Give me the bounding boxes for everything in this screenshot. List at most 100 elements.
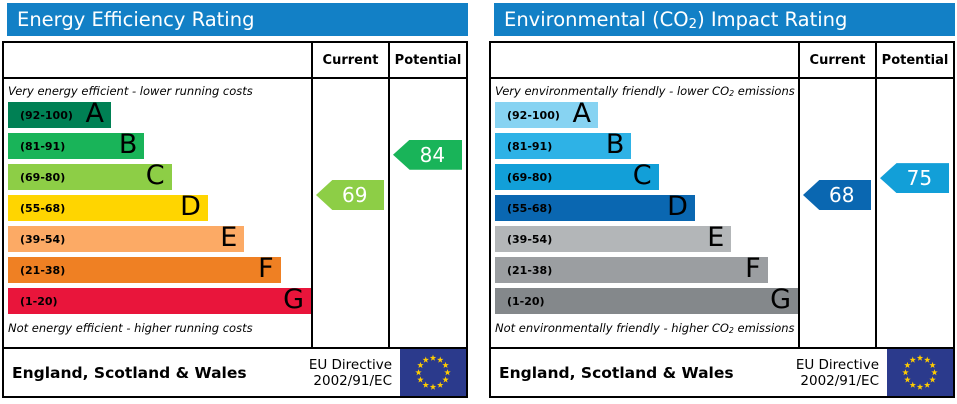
caption-top: Very environmentally friendly - lower CO…	[495, 84, 795, 99]
band-letter: G	[770, 284, 791, 315]
band-row: (21-38) F	[8, 253, 311, 284]
panel-footer: England, Scotland & Wales EU Directive 2…	[4, 347, 466, 396]
potential-column-header: Potential	[875, 43, 953, 77]
band-bar: (69-80) C	[8, 160, 172, 191]
eu-flag-stars	[415, 354, 451, 390]
caption-bottom: Not energy efficient - higher running co…	[8, 321, 253, 335]
potential-rating-arrow: 75	[880, 163, 949, 194]
current-rating-value: 69	[342, 183, 368, 207]
band-letter: F	[745, 253, 761, 284]
band-bar: (81-91) B	[8, 129, 145, 160]
band-letter: E	[707, 222, 725, 253]
band-row: (81-91) B	[495, 129, 798, 160]
eu-flag-stars	[902, 354, 938, 390]
band-range-label: (81-91)	[507, 139, 553, 153]
band-row: (21-38) F	[495, 253, 798, 284]
band-range-label: (55-68)	[20, 201, 66, 215]
region-label: England, Scotland & Wales	[499, 363, 734, 382]
band-row: (92-100) A	[495, 98, 798, 129]
potential-rating-cell: 75	[875, 79, 953, 347]
potential-column-header: Potential	[388, 43, 466, 77]
current-rating-arrow: 68	[803, 180, 871, 210]
environmental-impact-panel: Environmental (CO2) Impact Rating Curren…	[489, 3, 955, 398]
region-label: England, Scotland & Wales	[12, 363, 247, 382]
environmental-panel-title: Environmental (CO2) Impact Rating	[494, 3, 955, 36]
band-range-label: (69-80)	[507, 170, 553, 184]
panel-title-text: Environmental (CO2) Impact Rating	[504, 8, 848, 33]
current-column-header: Current	[798, 43, 875, 77]
column-header-row: Current Potential	[4, 43, 466, 79]
band-range-label: (1-20)	[20, 294, 58, 308]
environmental-rating-table: Current Potential Very environmentally f…	[489, 41, 955, 398]
band-range-label: (21-38)	[507, 263, 553, 277]
band-range-label: (55-68)	[507, 201, 553, 215]
column-header-row: Current Potential	[491, 43, 953, 79]
band-range-label: (39-54)	[507, 232, 553, 246]
band-bar: (21-38) F	[495, 253, 768, 284]
band-scale: Very energy efficient - lower running co…	[4, 79, 311, 347]
potential-rating-value: 75	[906, 166, 933, 191]
panel-footer: England, Scotland & Wales EU Directive 2…	[491, 347, 953, 396]
band-row: (55-68) D	[495, 191, 798, 222]
energy-panel-title: Energy Efficiency Rating	[7, 3, 468, 36]
current-rating-cell: 68	[798, 79, 875, 347]
band-row: (81-91) B	[8, 129, 311, 160]
band-letter: B	[118, 129, 138, 160]
band-row: (69-80) C	[8, 160, 311, 191]
band-bar: (69-80) C	[495, 160, 659, 191]
band-row: (39-54) E	[495, 222, 798, 253]
panel-title-text: Energy Efficiency Rating	[17, 8, 255, 31]
band-range-label: (21-38)	[20, 263, 66, 277]
band-letter: E	[220, 222, 238, 253]
potential-rating-cell: 84	[388, 79, 466, 347]
band-letter: B	[605, 129, 625, 160]
band-range-label: (69-80)	[20, 170, 66, 184]
band-list: (92-100) A (81-91) B (69-80)	[8, 98, 311, 315]
rating-scale-body: Very energy efficient - lower running co…	[4, 79, 466, 347]
potential-rating-value: 84	[419, 142, 446, 167]
scale-column-header	[4, 43, 311, 77]
band-letter: F	[258, 253, 274, 284]
current-column-header: Current	[311, 43, 388, 77]
band-bar: (55-68) D	[8, 191, 208, 222]
band-bar: (92-100) A	[8, 98, 112, 129]
band-bar: (1-20) G	[495, 284, 798, 315]
band-scale: Very environmentally friendly - lower CO…	[491, 79, 798, 347]
band-row: (39-54) E	[8, 222, 311, 253]
caption-top: Very energy efficient - lower running co…	[8, 84, 253, 98]
energy-rating-table: Current Potential Very energy efficient …	[2, 41, 468, 398]
band-letter: A	[572, 98, 592, 129]
potential-rating-arrow: 84	[393, 139, 462, 170]
scale-column-header	[491, 43, 798, 77]
band-range-label: (92-100)	[507, 108, 560, 122]
eu-flag	[400, 349, 466, 396]
energy-efficiency-panel: Energy Efficiency Rating Current Potenti…	[2, 3, 468, 398]
band-list: (92-100) A (81-91) B (69-80)	[495, 98, 798, 315]
band-letter: G	[283, 284, 304, 315]
band-range-label: (81-91)	[20, 139, 66, 153]
band-range-label: (39-54)	[20, 232, 66, 246]
band-range-label: (92-100)	[20, 108, 73, 122]
band-row: (1-20) G	[8, 284, 311, 315]
band-row: (55-68) D	[8, 191, 311, 222]
current-rating-cell: 69	[311, 79, 388, 347]
band-row: (92-100) A	[8, 98, 311, 129]
eu-directive-label: EU Directive 2002/91/EC	[795, 356, 879, 389]
band-row: (69-80) C	[495, 160, 798, 191]
current-rating-value: 68	[829, 183, 855, 207]
band-row: (1-20) G	[495, 284, 798, 315]
band-bar: (39-54) E	[8, 222, 245, 253]
band-bar: (55-68) D	[495, 191, 695, 222]
band-bar: (1-20) G	[8, 284, 311, 315]
band-bar: (81-91) B	[495, 129, 632, 160]
band-letter: D	[180, 191, 201, 222]
rating-scale-body: Very environmentally friendly - lower CO…	[491, 79, 953, 347]
band-letter: C	[632, 160, 652, 191]
eu-directive-label: EU Directive 2002/91/EC	[308, 356, 392, 389]
band-letter: D	[667, 191, 688, 222]
band-bar: (21-38) F	[8, 253, 281, 284]
band-letter: C	[145, 160, 165, 191]
band-letter: A	[85, 98, 105, 129]
band-range-label: (1-20)	[507, 294, 545, 308]
